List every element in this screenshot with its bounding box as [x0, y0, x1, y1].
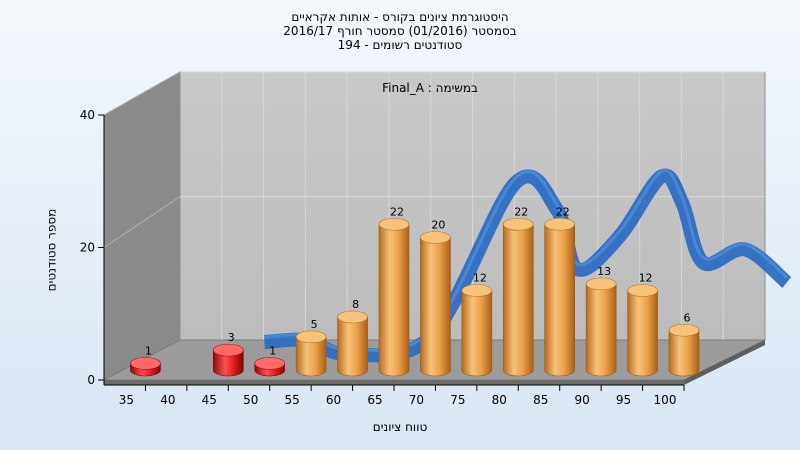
bar-body	[378, 223, 410, 377]
x-tick-label: 100	[654, 393, 677, 407]
x-tick-label: 90	[575, 393, 590, 407]
x-tick-label: 55	[285, 393, 300, 407]
bar-top	[461, 284, 493, 297]
bar-body	[295, 336, 327, 377]
x-tick-label: 40	[160, 393, 175, 407]
bar	[502, 217, 534, 377]
bar-top	[295, 330, 327, 344]
bar-body	[544, 223, 576, 377]
floor-side	[684, 340, 765, 385]
bar-body	[337, 316, 368, 377]
bar-body	[420, 237, 451, 377]
x-tick-label: 65	[367, 393, 382, 407]
x-tick-label: 35	[119, 393, 134, 407]
bar-value-label: 1	[269, 344, 276, 357]
bar-value-label: 22	[514, 205, 528, 218]
bar-top	[254, 357, 286, 370]
bar-top	[585, 277, 617, 291]
bar-value-label: 22	[556, 205, 570, 218]
bar-value-label: 12	[639, 272, 653, 285]
title-line-2: בסמסטר (01/2016) סמסטר חורף 2016/17	[283, 24, 517, 38]
bar-top	[130, 357, 161, 370]
x-axis-label: טווח ציונים	[372, 420, 428, 434]
chart-title: היסטוגרמת ציונים בקורס - אותות אקראיים ב…	[0, 10, 800, 52]
bar-top	[668, 323, 700, 337]
bar-top	[627, 284, 658, 297]
bar-value-label: 1	[145, 344, 152, 357]
bar	[585, 277, 617, 377]
title-line-1: היסטוגרמת ציונים בקורס - אותות אקראיים	[291, 10, 509, 24]
bar	[378, 217, 410, 377]
x-tick-label: 60	[326, 393, 341, 407]
bar-value-label: 13	[597, 265, 611, 278]
bar-value-label: 3	[228, 331, 235, 344]
bar	[461, 284, 493, 377]
bar	[544, 217, 576, 377]
bar	[254, 357, 286, 377]
bar-value-label: 5	[311, 318, 318, 331]
y-tick-label: 0	[87, 373, 95, 387]
side-grid-line	[103, 196, 181, 248]
title-line-3: סטודנטים רשומים - 194	[337, 38, 463, 52]
bar-top	[502, 217, 534, 231]
bar-value-label: 8	[352, 298, 359, 311]
bar-value-label: 22	[390, 205, 404, 218]
y-axis-label: מספר סטודנטים	[44, 208, 59, 292]
y-tick-label: 40	[80, 108, 95, 122]
bar-top	[212, 343, 244, 357]
bar	[668, 323, 700, 377]
bar-body	[502, 223, 534, 377]
bar-body	[627, 290, 658, 377]
bar	[295, 330, 327, 377]
x-tick-label: 80	[492, 393, 507, 407]
x-tick-label: 45	[202, 393, 217, 407]
bar-body	[668, 329, 700, 377]
bar	[212, 343, 244, 377]
side-grid-line	[103, 71, 181, 116]
x-tick-label: 70	[409, 393, 424, 407]
bar-value-label: 20	[431, 219, 445, 232]
floor-edge	[104, 380, 684, 385]
x-tick-label: 85	[533, 393, 548, 407]
side-wall	[103, 71, 181, 381]
bar	[627, 284, 658, 377]
bar	[420, 231, 451, 377]
bar-top	[420, 231, 451, 244]
bar-body	[212, 349, 244, 377]
y-tick-label: 20	[80, 241, 95, 255]
bar-top	[337, 310, 368, 324]
bar	[337, 310, 368, 377]
x-tick-label: 95	[616, 393, 631, 407]
x-tick-label: 50	[243, 393, 258, 407]
bar-top	[378, 217, 410, 231]
bar-top	[544, 217, 576, 231]
bar-value-label: 6	[684, 311, 691, 324]
bar-body	[461, 290, 493, 377]
bar-body	[585, 283, 617, 377]
x-tick-label: 75	[450, 393, 465, 407]
bar-value-label: 12	[473, 272, 487, 285]
bar	[130, 357, 161, 377]
task-annotation: במשימה : Final_A	[382, 81, 478, 95]
